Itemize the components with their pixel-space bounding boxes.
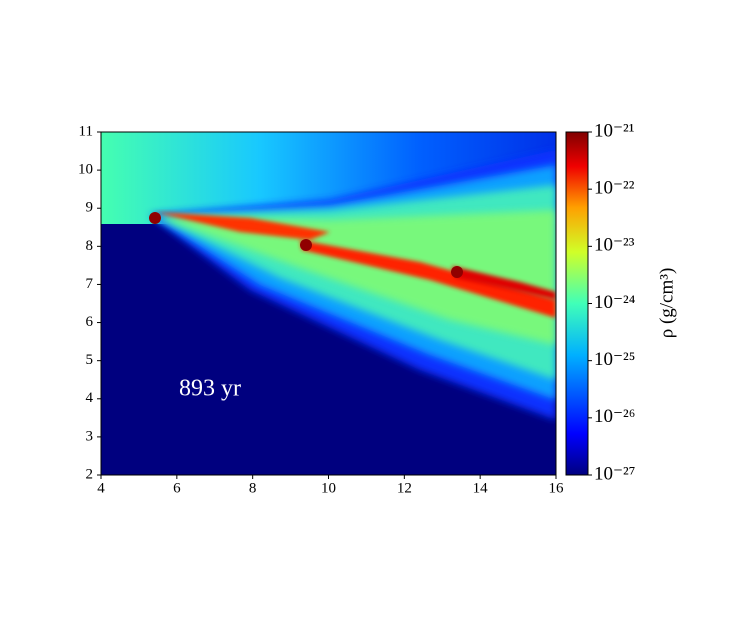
colorbar-tick-label: 10⁻²³ (594, 235, 635, 256)
y-tick-label: 5 (86, 352, 94, 368)
x-tick-label: 10 (321, 480, 336, 496)
x-tick-label: 6 (173, 480, 181, 496)
y-tick-label: 2 (86, 466, 94, 482)
colorbar-tick-label: 10⁻²⁶ (594, 406, 635, 427)
colorbar-tick-label: 10⁻²⁴ (594, 292, 636, 313)
x-tick-label: 16 (549, 480, 565, 496)
y-tick-label: 9 (86, 200, 94, 216)
y-tick-label: 11 (79, 123, 93, 139)
y-tick-label: 4 (86, 390, 94, 406)
colorbar (565, 131, 589, 476)
colorbar-tick-label: 10⁻²⁷ (594, 463, 635, 484)
x-tick-label: 8 (249, 480, 257, 496)
time-annotation: 893 yr (179, 376, 241, 402)
y-tick-label: 8 (86, 238, 94, 254)
y-tick-label: 7 (86, 276, 94, 292)
x-tick-label: 4 (97, 480, 105, 496)
colorbar-tick-label: 10⁻²¹ (594, 120, 635, 141)
y-tick-label: 3 (86, 428, 94, 444)
colorbar-tick-label: 10⁻²⁵ (594, 349, 635, 370)
y-tick-label: 10 (78, 162, 93, 178)
colorbar-label: ρ (g/cm³) (656, 268, 677, 339)
colorbar-tick-label: 10⁻²² (594, 178, 635, 199)
x-tick-label: 14 (473, 480, 489, 496)
density-image (101, 132, 556, 475)
x-tick-label: 12 (397, 480, 412, 496)
y-tick-label: 6 (86, 314, 94, 330)
